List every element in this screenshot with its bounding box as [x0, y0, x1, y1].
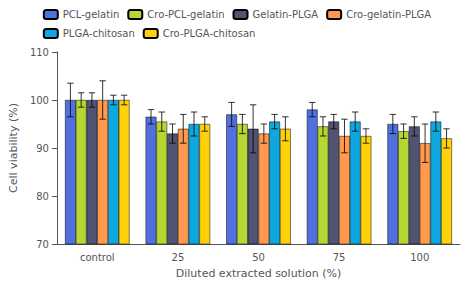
svg-text:Diluted extracted solution (%): Diluted extracted solution (%)	[176, 267, 341, 280]
svg-text:75: 75	[333, 252, 346, 263]
svg-text:Cell viability (%): Cell viability (%)	[7, 103, 20, 193]
svg-text:50: 50	[252, 252, 265, 263]
svg-text:Gelatin-PLGA: Gelatin-PLGA	[253, 9, 319, 20]
svg-text:Cro-PCL-gelatin: Cro-PCL-gelatin	[147, 9, 224, 20]
svg-text:90: 90	[36, 143, 49, 154]
svg-text:PCL-gelatin: PCL-gelatin	[63, 9, 119, 20]
svg-text:100: 100	[410, 252, 429, 263]
svg-text:Cro-PLGA-chitosan: Cro-PLGA-chitosan	[163, 28, 256, 39]
svg-text:control: control	[80, 252, 115, 263]
svg-text:110: 110	[30, 47, 49, 58]
svg-text:Cro-gelatin-PLGA: Cro-gelatin-PLGA	[346, 9, 431, 20]
svg-text:80: 80	[36, 191, 49, 202]
svg-text:100: 100	[30, 95, 49, 106]
svg-text:PLGA-chitosan: PLGA-chitosan	[63, 28, 135, 39]
svg-text:70: 70	[36, 239, 49, 250]
svg-text:25: 25	[172, 252, 185, 263]
